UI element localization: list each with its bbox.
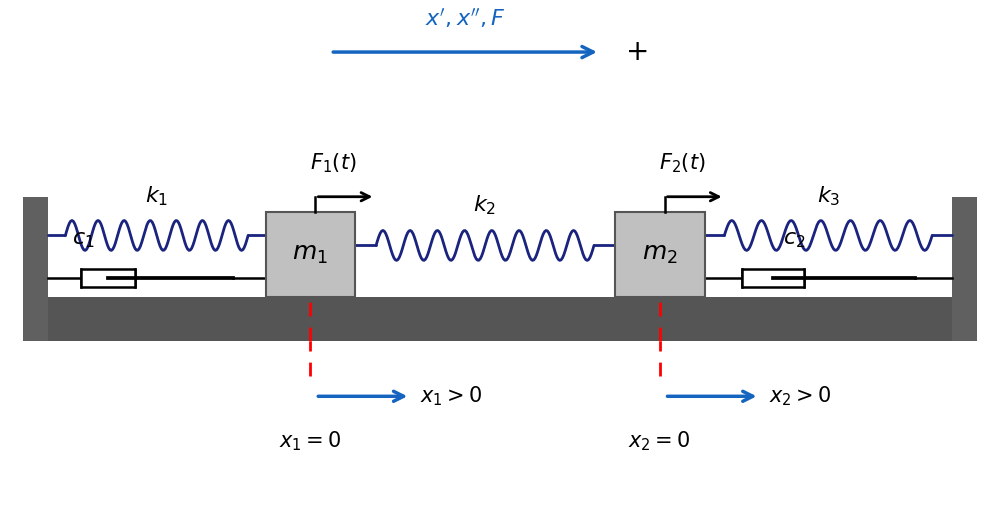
Text: $c_1$: $c_1$ xyxy=(72,230,94,250)
Bar xyxy=(31,297,969,341)
Text: $x_2 > 0$: $x_2 > 0$ xyxy=(769,385,832,408)
Bar xyxy=(23,197,48,341)
Text: $k_3$: $k_3$ xyxy=(817,184,840,208)
Bar xyxy=(952,197,977,341)
Bar xyxy=(615,211,705,297)
Bar xyxy=(81,269,135,287)
Text: $m_2$: $m_2$ xyxy=(642,242,678,266)
Text: $c_2$: $c_2$ xyxy=(783,230,805,250)
Bar xyxy=(266,211,355,297)
Text: $x_2 = 0$: $x_2 = 0$ xyxy=(628,429,691,453)
Text: $x', x'', F$: $x', x'', F$ xyxy=(425,7,505,30)
Text: $m_1$: $m_1$ xyxy=(292,242,328,266)
Text: $k_2$: $k_2$ xyxy=(473,194,497,217)
Bar xyxy=(742,269,804,287)
Text: $x_1 = 0$: $x_1 = 0$ xyxy=(279,429,342,453)
Text: $+$: $+$ xyxy=(625,38,647,66)
Text: $F_2(t)$: $F_2(t)$ xyxy=(659,151,706,175)
Text: $k_1$: $k_1$ xyxy=(145,184,168,208)
Text: $F_1(t)$: $F_1(t)$ xyxy=(310,151,357,175)
Text: $x_1 > 0$: $x_1 > 0$ xyxy=(420,385,482,408)
